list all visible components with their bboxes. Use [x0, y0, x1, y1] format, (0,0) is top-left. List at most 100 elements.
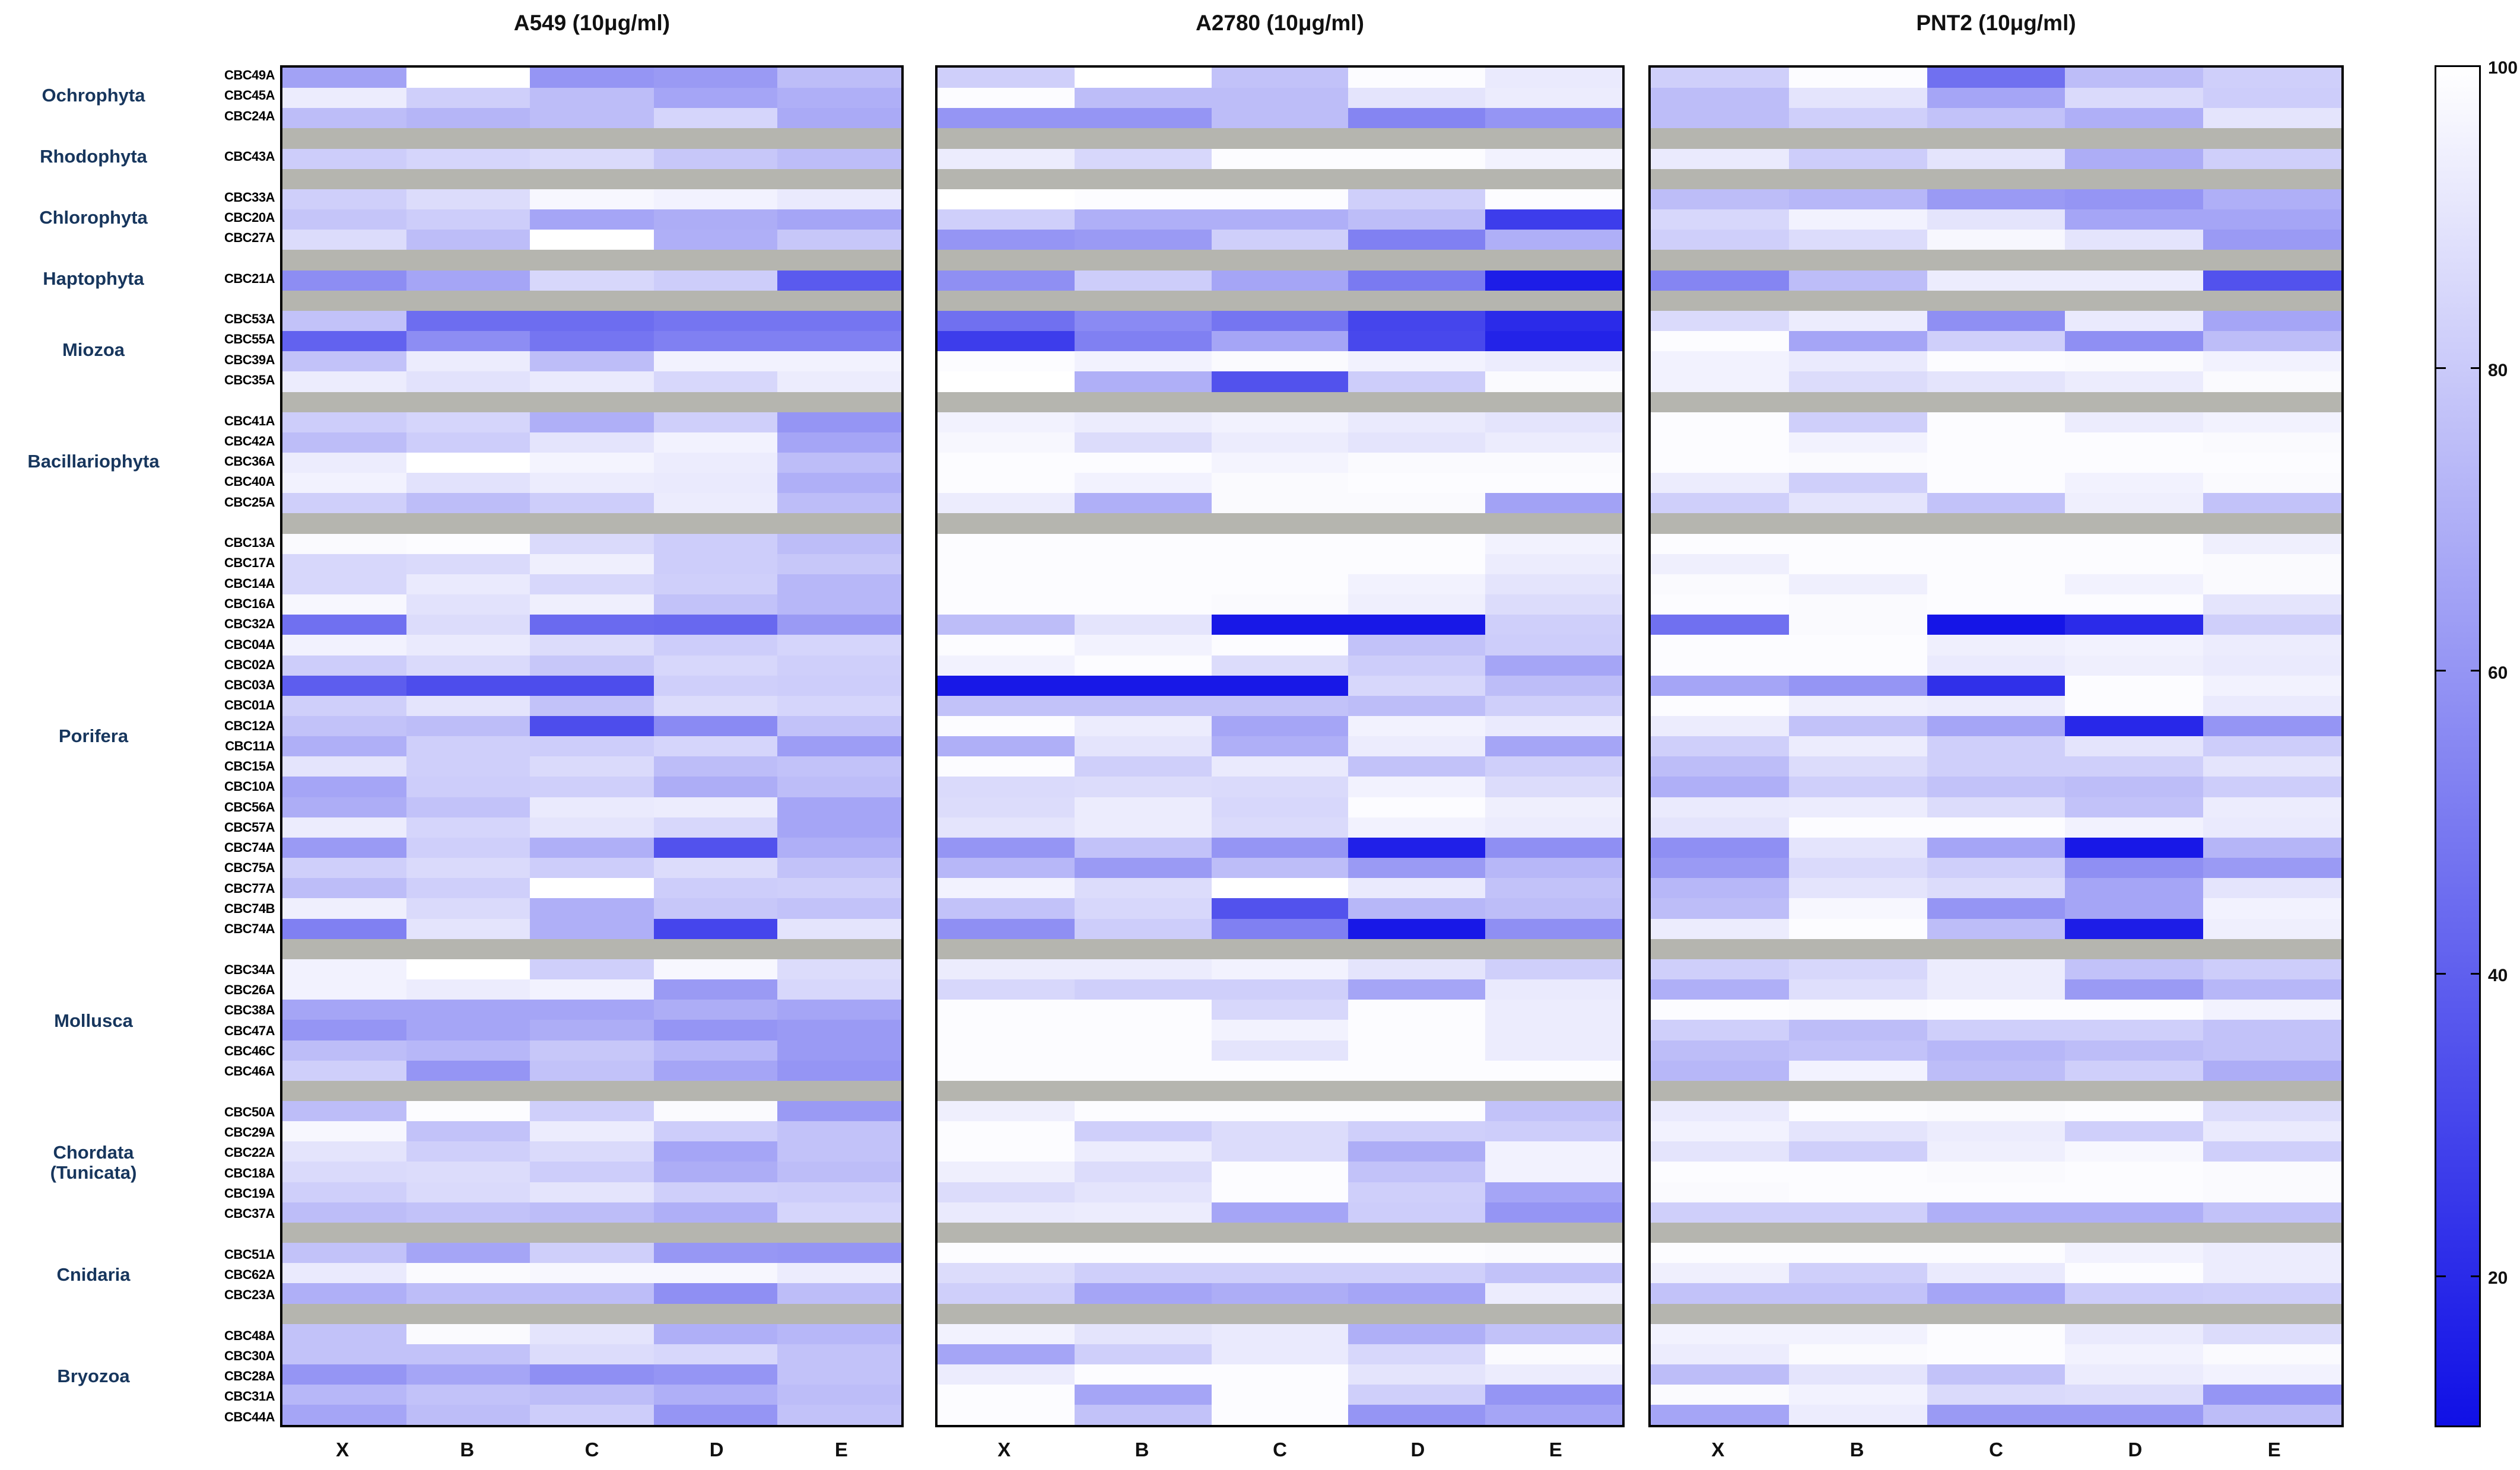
heatmap-cell — [1211, 412, 1349, 432]
heatmap-row — [1651, 1100, 2341, 1122]
heatmap-cell — [938, 452, 1075, 473]
heatmap-row — [282, 1202, 901, 1223]
heatmap-cell — [530, 108, 654, 129]
heatmap-cell — [1788, 817, 1927, 838]
heatmap-cell — [406, 635, 530, 656]
heatmap-cell — [938, 108, 1075, 129]
heatmap-cell — [1485, 959, 1622, 980]
heatmap-row — [938, 756, 1622, 777]
heatmap-cell — [406, 351, 530, 372]
heatmap-row — [938, 88, 1622, 109]
heatmap-cell — [2065, 878, 2204, 899]
heatmap-cell — [938, 817, 1075, 838]
heatmap-cell — [1927, 878, 2065, 899]
heatmap-cell — [1651, 473, 1789, 494]
heatmap-cell — [1074, 756, 1212, 777]
heatmap-cell — [1927, 452, 2065, 473]
heatmap-cell — [1485, 918, 1622, 939]
heatmap-cell — [938, 635, 1075, 656]
heatmap-row — [1651, 148, 2341, 169]
heatmap-cell — [2065, 473, 2204, 494]
heatmap-panel-a549 — [280, 65, 904, 1427]
heatmap-cell — [1927, 594, 2065, 615]
heatmap-row — [938, 615, 1622, 635]
heatmap-row — [1651, 432, 2341, 453]
heatmap-cell — [406, 553, 530, 574]
heatmap-cell — [938, 797, 1075, 817]
row-label: CBC26A — [224, 982, 275, 998]
heatmap-cell — [1927, 1202, 2065, 1223]
heatmap-cell — [777, 1344, 901, 1364]
heatmap-cell — [1651, 533, 1789, 554]
heatmap-cell — [1348, 310, 1486, 332]
heatmap-cell — [1211, 148, 1349, 169]
heatmap-cell — [1651, 1202, 1789, 1223]
heatmap-cell — [282, 209, 406, 230]
heatmap-cell — [2203, 1100, 2341, 1122]
heatmap-cell — [2065, 1263, 2204, 1284]
group-separator — [938, 290, 1622, 311]
heatmap-row — [938, 1100, 1622, 1122]
heatmap-cell — [2065, 1243, 2204, 1264]
heatmap-cell — [1788, 68, 1927, 88]
heatmap-cell — [406, 108, 530, 129]
group-label-porifera: Porifera — [58, 725, 129, 746]
heatmap-cell — [406, 615, 530, 635]
heatmap-cell — [282, 898, 406, 919]
heatmap-cell — [777, 1121, 901, 1142]
heatmap-cell — [2203, 310, 2341, 332]
heatmap-cell — [1788, 1000, 1927, 1020]
heatmap-cell — [777, 655, 901, 676]
heatmap-cell — [1348, 1000, 1486, 1020]
heatmap-cell — [938, 148, 1075, 169]
heatmap-cell — [282, 594, 406, 615]
heatmap-cell — [1788, 371, 1927, 392]
heatmap-cell — [1651, 695, 1789, 716]
heatmap-cell — [2203, 1141, 2341, 1162]
heatmap-cell — [777, 1182, 901, 1202]
heatmap-row — [282, 756, 901, 777]
row-label: CBC21A — [224, 271, 275, 286]
heatmap-cell — [1074, 655, 1212, 676]
heatmap-cell — [653, 858, 778, 879]
heatmap-cell — [777, 412, 901, 432]
heatmap-cell — [1211, 615, 1349, 635]
heatmap-row — [282, 270, 901, 291]
column-label-b-a2780: B — [1135, 1439, 1149, 1461]
heatmap-cell — [938, 858, 1075, 879]
heatmap-row — [938, 1283, 1622, 1304]
heatmap-cell — [1485, 1141, 1622, 1162]
heatmap-cell — [777, 797, 901, 817]
heatmap-cell — [1927, 108, 2065, 129]
heatmap-cell — [1074, 695, 1212, 716]
heatmap-cell — [1788, 270, 1927, 291]
heatmap-cell — [406, 1000, 530, 1020]
heatmap-cell — [1348, 817, 1486, 838]
heatmap-cell — [2065, 615, 2204, 635]
colorbar-tick-40: 40 — [2488, 966, 2508, 985]
heatmap-cell — [530, 270, 654, 291]
heatmap-cell — [1348, 695, 1486, 716]
heatmap-cell — [2203, 1405, 2341, 1426]
heatmap-cell — [530, 1323, 654, 1344]
heatmap-cell — [653, 533, 778, 554]
heatmap-cell — [1211, 1040, 1349, 1061]
heatmap-cell — [1651, 817, 1789, 838]
heatmap-cell — [1651, 594, 1789, 615]
heatmap-row — [938, 331, 1622, 352]
heatmap-cell — [938, 351, 1075, 372]
heatmap-cell — [282, 1243, 406, 1264]
heatmap-cell — [1211, 1060, 1349, 1081]
heatmap-cell — [1651, 148, 1789, 169]
heatmap-cell — [938, 533, 1075, 554]
heatmap-cell — [1348, 797, 1486, 817]
heatmap-cell — [282, 68, 406, 88]
heatmap-cell — [777, 695, 901, 716]
heatmap-cell — [1074, 1385, 1212, 1405]
row-label: CBC51A — [224, 1246, 275, 1262]
heatmap-cell — [530, 918, 654, 939]
heatmap-row — [282, 553, 901, 574]
group-separator — [938, 513, 1622, 534]
heatmap-row — [938, 493, 1622, 514]
